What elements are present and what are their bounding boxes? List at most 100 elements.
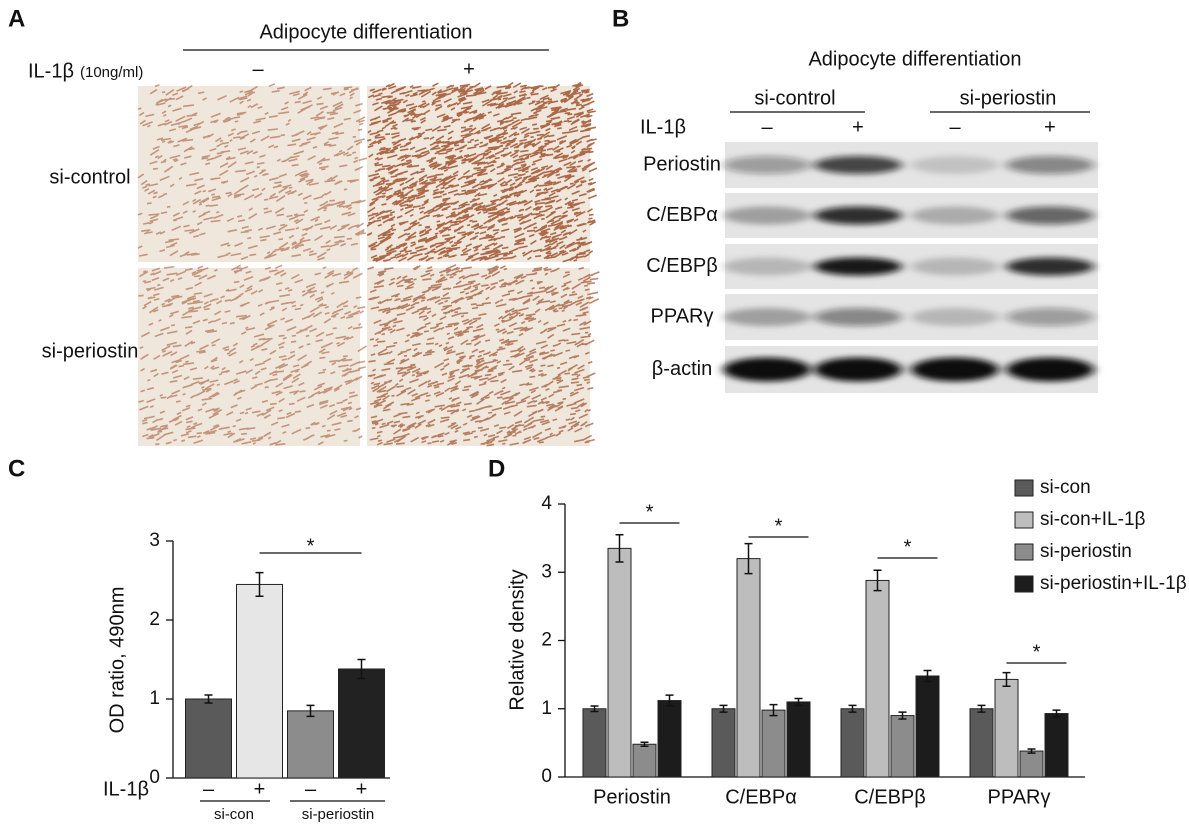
cell-texture xyxy=(138,264,368,446)
treatment-label: IL-1β xyxy=(640,116,686,138)
protein-label: β-actin xyxy=(652,358,712,380)
legend-label: si-periostin xyxy=(1040,541,1132,562)
blot-band xyxy=(911,308,999,326)
protein-label: C/EBPβ xyxy=(646,255,718,277)
row-label: si-control xyxy=(49,166,130,188)
protein-label: C/EBPα xyxy=(646,204,718,226)
cell-texture xyxy=(366,81,598,263)
condition-label: + xyxy=(852,116,864,138)
y-tick-label: 3 xyxy=(149,530,160,551)
blot-band xyxy=(814,156,902,174)
blot-band xyxy=(911,357,999,382)
x-tick-label: C/EBPβ xyxy=(854,786,926,808)
condition-label: + xyxy=(1044,116,1056,138)
blot-band xyxy=(814,357,902,382)
protein-label: PPARγ xyxy=(651,305,714,327)
error-bar xyxy=(306,704,315,718)
x-tick-label: Periostin xyxy=(593,786,671,808)
error-bar xyxy=(1027,748,1036,754)
error-bar xyxy=(640,741,649,748)
blot-band xyxy=(1006,257,1094,276)
legend-swatch xyxy=(1014,511,1034,529)
legend-swatch xyxy=(1014,479,1034,497)
error-bar xyxy=(873,569,882,592)
legend-swatch xyxy=(1014,543,1034,561)
error-bar xyxy=(898,711,907,720)
blot-band xyxy=(723,156,811,174)
bar xyxy=(582,708,607,778)
x-tick-label: – xyxy=(305,778,317,800)
legend-label: si-con+IL-1β xyxy=(1040,509,1146,530)
significance-mark: * xyxy=(775,515,783,537)
error-bar xyxy=(719,704,728,713)
legend-label: si-con xyxy=(1040,477,1091,498)
x-label: IL-1β xyxy=(103,778,149,800)
blot-band xyxy=(814,206,902,225)
error-bar xyxy=(590,705,599,713)
x-tick-label: + xyxy=(356,778,368,800)
cell-texture xyxy=(137,83,368,261)
blot-band xyxy=(723,308,811,326)
panel-letter: B xyxy=(612,5,629,32)
bar xyxy=(607,547,632,778)
group-label: si-periostin xyxy=(960,87,1057,109)
bar xyxy=(865,579,890,778)
bar xyxy=(1044,713,1069,778)
group-label: si-periostin xyxy=(302,806,375,823)
significance-mark: * xyxy=(904,536,912,558)
bar xyxy=(736,558,761,778)
x-tick-label: PPARγ xyxy=(988,786,1051,808)
blot-band xyxy=(723,257,811,276)
y-axis-label: OD ratio, 490nm xyxy=(106,587,128,734)
bar xyxy=(1019,750,1044,778)
x-tick-label: C/EBPα xyxy=(725,786,797,808)
blot-band xyxy=(911,206,999,225)
condition-label: – xyxy=(252,58,264,80)
y-tick-label: 1 xyxy=(541,698,552,719)
y-tick-label: 0 xyxy=(149,767,160,788)
panel-letter: C xyxy=(8,455,25,482)
row-label: si-periostin xyxy=(42,340,139,362)
significance-mark: * xyxy=(307,535,315,557)
error-bar xyxy=(615,533,624,563)
micrograph xyxy=(138,268,360,446)
protein-label: Periostin xyxy=(643,153,721,175)
bar xyxy=(994,678,1019,778)
significance-mark: * xyxy=(1033,641,1041,663)
error-bar xyxy=(848,704,857,713)
y-tick-label: 2 xyxy=(149,609,160,630)
blot-band xyxy=(723,357,811,382)
blot-band xyxy=(814,257,902,276)
blot-band xyxy=(1006,308,1094,326)
y-tick-label: 1 xyxy=(149,688,160,709)
error-bar xyxy=(255,571,264,598)
bar xyxy=(890,715,915,778)
bar xyxy=(338,668,385,779)
panel-letter: A xyxy=(8,5,25,32)
significance-mark: * xyxy=(646,501,654,523)
error-bar xyxy=(1052,709,1061,718)
y-tick-label: 0 xyxy=(541,766,552,787)
blot-band xyxy=(1006,206,1094,225)
bar xyxy=(185,698,232,779)
group-label: si-control xyxy=(754,87,835,109)
condition-label: + xyxy=(463,58,475,80)
legend-label: si-periostin+IL-1β xyxy=(1040,573,1187,594)
panel-letter: D xyxy=(488,455,505,482)
error-bar xyxy=(769,703,778,717)
x-tick-label: – xyxy=(203,778,215,800)
bar xyxy=(969,708,994,778)
panel-title: Adipocyte differentiation xyxy=(259,21,472,43)
error-bar xyxy=(977,704,986,713)
error-bar xyxy=(923,669,932,683)
error-bar xyxy=(744,542,753,575)
group-label: si-con xyxy=(214,806,254,823)
blot-band xyxy=(1006,156,1094,174)
condition-label: – xyxy=(761,116,773,138)
error-bar xyxy=(1002,671,1011,687)
bar xyxy=(915,675,940,778)
panel-title: Adipocyte differentiation xyxy=(808,48,1021,70)
blot-band xyxy=(911,257,999,276)
bar xyxy=(711,708,736,778)
